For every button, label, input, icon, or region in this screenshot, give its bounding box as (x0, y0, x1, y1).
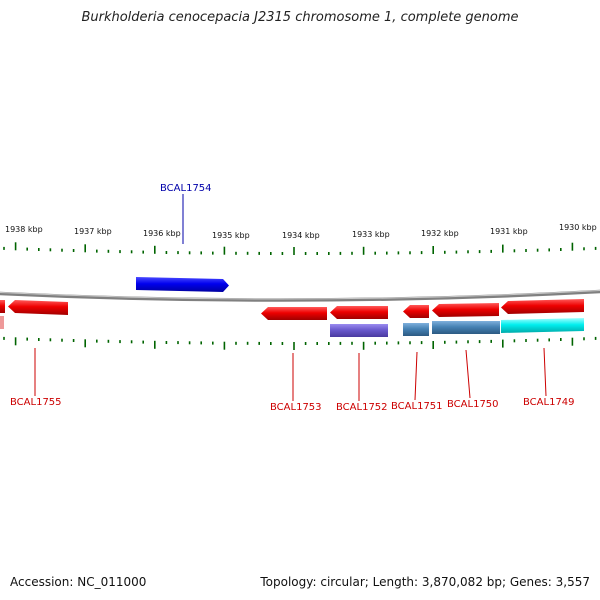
gene-label-bcal1752[interactable]: BCAL1752 (336, 402, 388, 413)
kbp-label: 1935 kbp (212, 231, 250, 240)
kbp-label: 1936 kbp (143, 229, 181, 238)
accession-text: Accession: NC_011000 (10, 575, 147, 589)
feature-bcal1751[interactable] (403, 323, 429, 336)
gene-bcal1751[interactable] (403, 305, 429, 318)
feature-bcal1752[interactable] (330, 324, 388, 337)
gene-label-bcal1751[interactable]: BCAL1751 (391, 401, 443, 412)
feature-bcal1750[interactable] (432, 321, 500, 334)
map-title: Burkholderia cenocepacia J2315 chromosom… (81, 10, 519, 25)
gene-bcal1753[interactable] (261, 307, 327, 320)
lower-tick-row (3, 336, 597, 350)
label-leaders (34, 194, 547, 401)
kbp-scale: 1938 kbp 1937 kbp 1936 kbp 1935 kbp 1934… (5, 223, 597, 240)
upper-tick-row (3, 242, 597, 255)
gene-label-bcal1750[interactable]: BCAL1750 (447, 399, 499, 410)
kbp-label: 1934 kbp (282, 231, 320, 240)
gene-bcal1752[interactable] (330, 306, 388, 319)
genome-summary-text: Topology: circular; Length: 3,870,082 bp… (260, 575, 590, 589)
gene-bcal1754[interactable] (136, 277, 229, 292)
genome-backbone (0, 289, 600, 302)
gene-bcal1749[interactable] (501, 299, 584, 314)
kbp-label: 1933 kbp (352, 230, 390, 239)
gene-bcal1750[interactable] (432, 303, 499, 317)
feature-bcal1749[interactable] (501, 318, 584, 333)
gene-label-bcal1755[interactable]: BCAL1755 (10, 397, 62, 408)
gene-label-bcal1754[interactable]: BCAL1754 (160, 183, 212, 194)
gene-fragment-left[interactable] (0, 300, 5, 329)
kbp-label: 1932 kbp (421, 229, 459, 238)
gene-bcal1755[interactable] (8, 300, 68, 315)
gene-label-bcal1753[interactable]: BCAL1753 (270, 402, 322, 413)
kbp-label: 1930 kbp (559, 223, 597, 232)
kbp-label: 1937 kbp (74, 227, 112, 236)
kbp-label: 1931 kbp (490, 227, 528, 236)
gene-label-bcal1749[interactable]: BCAL1749 (523, 397, 575, 408)
kbp-label: 1938 kbp (5, 225, 43, 234)
